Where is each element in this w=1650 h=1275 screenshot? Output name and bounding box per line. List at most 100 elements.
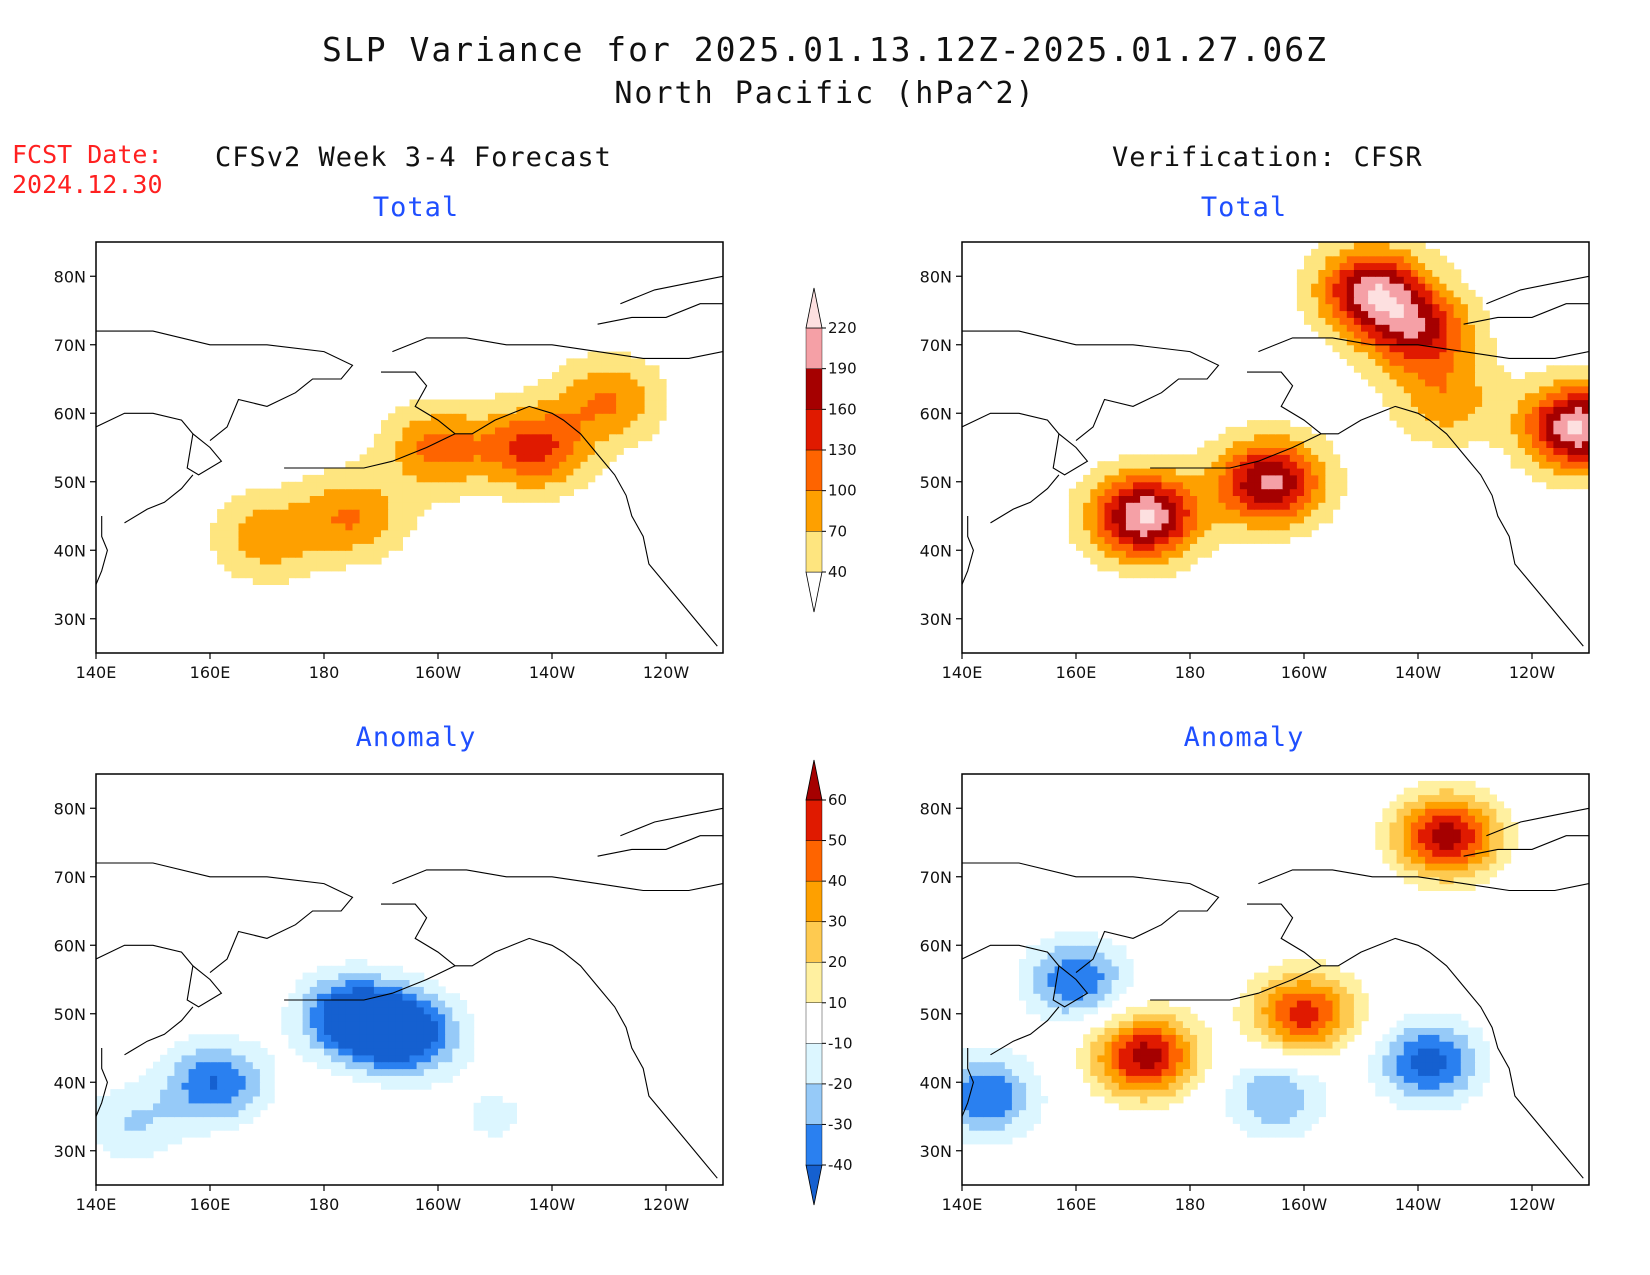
field-cell [552, 447, 560, 455]
field-cell [1197, 1068, 1205, 1076]
field-cell [530, 392, 539, 401]
field-cell [1524, 385, 1533, 394]
field-cell [1239, 1089, 1248, 1097]
field-cell [1311, 481, 1319, 490]
column-title-forecast: CFSv2 Week 3-4 Forecast [215, 142, 612, 173]
field-cell [174, 1061, 183, 1070]
field-cell [366, 516, 375, 524]
field-cell [1254, 1020, 1262, 1028]
field-cell [480, 454, 489, 462]
field-cell [1439, 379, 1448, 387]
field-cell [202, 1068, 211, 1076]
field-cell [1467, 358, 1476, 366]
field-cell [324, 1000, 332, 1008]
field-cell [316, 502, 325, 510]
field-cell [1460, 344, 1469, 353]
field-cell [1503, 447, 1512, 455]
field-cell [430, 433, 439, 442]
field-cell [1389, 344, 1398, 353]
field-cell [167, 1061, 175, 1070]
field-cell [1396, 413, 1405, 421]
field-cell [381, 1048, 389, 1056]
field-cell [373, 509, 382, 517]
coastline [96, 807, 723, 1179]
field-cell [566, 488, 574, 496]
field-cell [1567, 447, 1576, 455]
field-cell [1446, 856, 1455, 864]
field-cell [267, 1075, 275, 1083]
field-cell [1282, 1116, 1291, 1124]
field-cell [409, 1054, 418, 1063]
field-cell [480, 433, 489, 442]
field-cell [623, 413, 631, 421]
field-cell [1247, 1013, 1255, 1022]
field-cell [1047, 945, 1056, 953]
field-cell [495, 406, 503, 414]
field-cell [1403, 413, 1412, 421]
field-cell [231, 1123, 240, 1131]
field-cell [1325, 509, 1334, 517]
field-cell [1432, 815, 1440, 823]
field-cell [416, 433, 425, 442]
field-cell [1090, 979, 1098, 987]
field-cell [1353, 255, 1362, 264]
field-cell [345, 516, 354, 524]
field-cell [1482, 801, 1490, 809]
field-cell [131, 1116, 140, 1124]
field-cell [1432, 794, 1440, 802]
field-cell [509, 1109, 517, 1118]
field-cell [1425, 1013, 1433, 1022]
field-cell [1418, 324, 1426, 332]
field-cell [259, 502, 268, 510]
field-cell [281, 529, 289, 538]
field-cell [1339, 986, 1348, 994]
field-cell [124, 1123, 133, 1131]
field-cell [473, 440, 482, 448]
field-cell [1054, 959, 1063, 967]
field-cell [423, 406, 432, 414]
field-cell [1446, 822, 1455, 830]
field-cell [1097, 529, 1106, 538]
field-cell [1524, 447, 1533, 455]
field-cell [1460, 1082, 1469, 1090]
field-cell [1339, 1013, 1348, 1022]
field-cell [381, 420, 389, 428]
field-cell [1560, 406, 1569, 414]
field-cell [1147, 1027, 1155, 1035]
field-cell [1375, 324, 1383, 332]
field-cell [1311, 1048, 1319, 1056]
field-cell [1311, 1027, 1319, 1035]
field-cell [1140, 1034, 1148, 1042]
field-cell [1439, 399, 1448, 407]
field-cell [1140, 1027, 1148, 1035]
field-cell [459, 468, 468, 476]
field-cell [495, 1102, 503, 1111]
field-cell [352, 1034, 361, 1042]
field-cell [1304, 986, 1312, 994]
field-cell [1104, 1000, 1113, 1008]
field-cell [580, 413, 589, 421]
field-cell [1019, 1116, 1027, 1124]
field-cell [1304, 959, 1312, 967]
field-cell [430, 447, 439, 455]
field-cell [224, 1075, 232, 1083]
field-cell [459, 433, 468, 442]
field-cell [516, 433, 525, 442]
field-cell [1382, 815, 1391, 823]
field-cell [1161, 481, 1170, 490]
field-cell [1439, 808, 1448, 816]
field-cell [1425, 344, 1433, 353]
field-cell [1147, 564, 1155, 572]
field-cell [1439, 794, 1448, 802]
field-cell [1147, 468, 1155, 476]
field-cell [1446, 365, 1455, 373]
field-cell [409, 399, 418, 407]
field-cell [1382, 324, 1391, 332]
field-cell [544, 461, 553, 469]
field-cell [259, 577, 268, 585]
field-cell [1432, 801, 1440, 809]
field-cell [1111, 522, 1120, 531]
field-cell [1118, 952, 1127, 960]
field-cell [466, 440, 475, 448]
field-cell [1396, 1102, 1405, 1111]
